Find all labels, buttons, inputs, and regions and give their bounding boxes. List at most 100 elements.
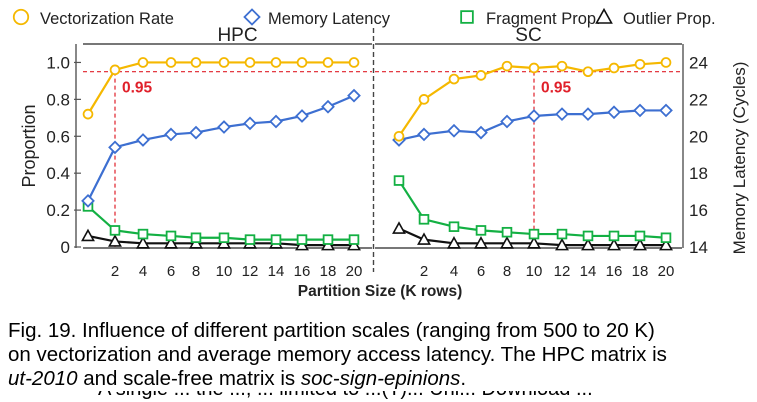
x-tick-label: 14	[268, 263, 285, 280]
data-point-memory-latency	[347, 88, 361, 103]
data-point-memory-latency	[417, 127, 431, 142]
x-axis-label: Partition Size (K rows)	[298, 283, 463, 300]
legend-label-memory-latency: Memory Latency	[268, 10, 391, 28]
y-axis-label-right: Memory Latency (Cycles)	[730, 62, 749, 255]
series-memory-latency	[81, 88, 361, 208]
x-tick-label: 4	[139, 263, 147, 280]
y-tick-label-right: 18	[689, 164, 708, 183]
data-point-fragment-prop	[556, 228, 568, 240]
data-point-memory-latency	[527, 109, 541, 123]
data-point-fragment-prop	[218, 232, 230, 244]
legend-marker-memory-latency	[243, 8, 261, 26]
data-point-outlier-prop	[447, 236, 461, 249]
data-point-fragment-prop	[137, 228, 149, 240]
data-point-outlier-prop	[164, 236, 178, 249]
caption-matrix-sc: soc-sign-epinions	[300, 367, 461, 390]
data-point-vectorization-rate	[109, 64, 121, 76]
data-point-memory-latency	[81, 193, 95, 208]
x-tick-label: 20	[346, 263, 363, 280]
y-tick-label-left: 1.0	[46, 53, 70, 72]
data-point-fragment-prop	[244, 234, 256, 245]
y-tick-label-left: 0.2	[46, 201, 70, 220]
x-tick-label: 20	[658, 263, 675, 280]
data-point-outlier-prop	[607, 237, 621, 251]
data-point-memory-latency	[555, 107, 569, 122]
panel-hpc: HPC 0.95 2 4 6 8 10 12 14 16 18 20	[81, 25, 372, 280]
data-point-fragment-prop	[165, 230, 177, 242]
data-point-memory-latency	[581, 107, 595, 122]
data-point-fragment-prop	[608, 230, 620, 242]
data-point-memory-latency	[321, 99, 335, 114]
x-tick-label: 2	[420, 263, 428, 280]
data-point-outlier-prop	[633, 237, 647, 251]
data-point-vectorization-rate	[660, 57, 672, 68]
x-tick-label: 2	[111, 263, 119, 280]
data-point-fragment-prop	[501, 226, 513, 238]
data-point-outlier-prop	[417, 232, 431, 245]
data-point-vectorization-rate	[634, 58, 646, 70]
legend-marker-outlier-prop	[595, 7, 613, 24]
y-tick-label-left: 0.4	[46, 164, 70, 183]
data-point-vectorization-rate	[244, 57, 256, 68]
data-point-fragment-prop	[296, 234, 308, 245]
series-vectorization-rate	[393, 57, 672, 142]
legend-marker-vectorization-rate	[12, 8, 30, 26]
data-point-fragment-prop	[448, 221, 460, 232]
legend-label-fragment-prop: Fragment Prop.	[486, 10, 601, 28]
x-tick-label: 18	[320, 263, 337, 280]
data-point-vectorization-rate	[556, 60, 568, 72]
data-point-outlier-prop	[527, 236, 541, 249]
data-point-outlier-prop	[474, 236, 488, 249]
caption-matrix-hpc: ut-2010	[8, 367, 78, 390]
data-point-outlier-prop	[108, 234, 122, 247]
caption-cut-line: A single ... the ..., ... limited to ...…	[8, 391, 753, 402]
legend-item-fragment-prop: Fragment Prop.	[460, 10, 601, 28]
data-point-fragment-prop	[582, 230, 594, 242]
series-outlier-prop	[392, 221, 673, 251]
panel-title: HPC	[217, 25, 257, 46]
data-point-vectorization-rate	[418, 94, 430, 105]
y-tick-label-right: 22	[689, 90, 708, 109]
data-point-vectorization-rate	[582, 66, 594, 78]
y-tick-label-right: 24	[689, 53, 708, 72]
legend-label-vectorization-rate: Vectorization Rate	[40, 10, 174, 28]
legend-item-vectorization-rate: Vectorization Rate	[12, 8, 174, 28]
data-point-memory-latency	[136, 133, 150, 147]
data-point-memory-latency	[108, 140, 122, 155]
x-tick-label: 8	[192, 263, 200, 280]
data-point-vectorization-rate	[348, 57, 360, 68]
data-point-fragment-prop	[393, 175, 405, 186]
y-tick-label-left: 0.8	[46, 90, 70, 109]
data-point-outlier-prop	[392, 221, 406, 234]
series-fragment-prop	[82, 201, 360, 245]
chart-legend: Vectorization Rate Memory Latency Fragment…	[12, 7, 716, 28]
y-tick-label-right: 14	[689, 238, 708, 257]
data-point-outlier-prop	[659, 237, 673, 251]
panel-sc: SC 0.95 2 4 6 8 10 12 14 16 18 20	[375, 25, 682, 280]
legend-marker-fragment-prop	[460, 10, 474, 24]
data-point-vectorization-rate	[165, 57, 177, 68]
y-tick-label-right: 16	[689, 201, 708, 220]
data-point-vectorization-rate	[475, 70, 487, 81]
data-point-fragment-prop	[418, 214, 430, 225]
legend-item-outlier-prop: Outlier Prop.	[595, 7, 716, 28]
data-point-memory-latency	[633, 103, 647, 118]
x-tick-label: 16	[294, 263, 311, 280]
data-point-fragment-prop	[634, 230, 646, 242]
data-point-memory-latency	[474, 125, 488, 140]
data-point-fragment-prop	[475, 225, 487, 236]
x-tick-label: 10	[216, 263, 233, 280]
data-point-outlier-prop	[555, 237, 569, 251]
legend-label-outlier-prop: Outlier Prop.	[623, 10, 716, 28]
data-point-vectorization-rate	[296, 57, 308, 68]
x-tick-label: 6	[167, 263, 175, 280]
data-point-memory-latency	[164, 127, 178, 142]
x-tick-label: 12	[242, 263, 259, 280]
data-point-vectorization-rate	[501, 60, 513, 72]
x-tick-label: 12	[554, 263, 571, 280]
y-axis-label-left: Proportion	[19, 104, 39, 187]
data-point-fragment-prop	[270, 234, 282, 245]
chart-figure: Vectorization Rate Memory Latency Fragment…	[12, 7, 749, 300]
data-point-vectorization-rate	[528, 62, 540, 74]
x-tick-label: 6	[477, 263, 485, 280]
